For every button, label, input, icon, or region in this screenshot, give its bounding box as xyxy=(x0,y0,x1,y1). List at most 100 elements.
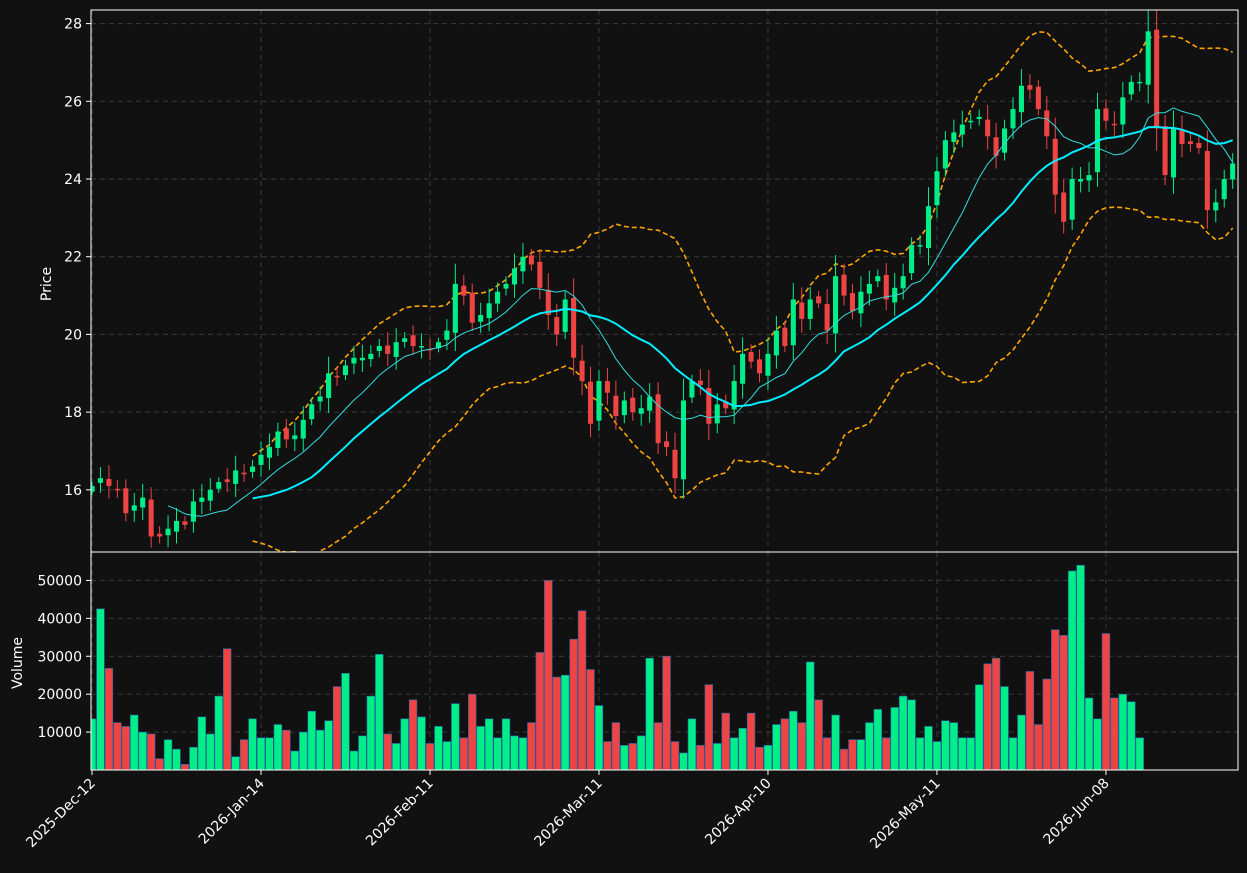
volume-bar xyxy=(1017,714,1026,770)
volume-bar xyxy=(898,695,908,770)
candle-body xyxy=(292,435,298,440)
candle-body xyxy=(773,330,779,356)
volume-bar xyxy=(1127,701,1136,770)
candle-body xyxy=(182,521,188,525)
candle-body xyxy=(782,327,788,347)
volume-bar xyxy=(442,741,452,770)
candle-body xyxy=(680,400,687,480)
candle-body xyxy=(1111,123,1117,126)
volume-bar xyxy=(544,580,553,770)
volume-bar xyxy=(560,674,570,770)
volume-bar xyxy=(1093,718,1102,770)
volume-bar xyxy=(527,722,536,770)
candle-body xyxy=(849,293,855,312)
candle-body xyxy=(317,396,323,402)
candle-body xyxy=(258,454,264,465)
candle-body xyxy=(647,396,653,411)
volume-bar xyxy=(983,663,992,770)
volume-bar xyxy=(814,699,823,770)
volume-bar xyxy=(1110,697,1119,770)
candle-body xyxy=(621,400,627,416)
volume-bar xyxy=(510,735,519,770)
volume-bar xyxy=(239,739,249,770)
volume-bar xyxy=(468,693,477,770)
candle-body xyxy=(266,447,272,458)
candle-body xyxy=(976,116,982,120)
volume-bar xyxy=(569,638,578,770)
candle-body xyxy=(1230,163,1236,180)
volume-bar xyxy=(223,648,232,770)
volume-bar xyxy=(459,737,468,770)
volume-bar xyxy=(704,684,714,770)
candle-body xyxy=(756,359,763,374)
candle-body xyxy=(1018,85,1024,113)
candle-body xyxy=(444,330,450,340)
candle-body xyxy=(376,346,382,351)
volume-bar xyxy=(248,718,257,770)
volume-bar xyxy=(256,737,266,770)
volume-bar xyxy=(425,743,435,770)
candle-body xyxy=(1086,175,1092,181)
candle-body xyxy=(410,335,416,347)
candle-body xyxy=(934,171,940,206)
volume-bar xyxy=(932,741,942,770)
volume-bar xyxy=(324,720,333,770)
volume-bar xyxy=(1076,564,1085,770)
candle-body xyxy=(326,373,332,399)
candle-body xyxy=(148,499,154,537)
candle-body xyxy=(1002,128,1008,153)
candle-body xyxy=(1061,192,1067,222)
price-ytick-label: 18 xyxy=(64,405,82,421)
candle-body xyxy=(402,338,408,342)
candle-body xyxy=(1044,110,1050,137)
volume-bar xyxy=(924,726,933,770)
candle-body xyxy=(604,381,610,393)
volume-bar xyxy=(890,707,899,770)
volume-bar xyxy=(408,699,418,770)
candle-body xyxy=(342,365,349,376)
candle-body xyxy=(562,299,568,332)
volume-bar xyxy=(1118,693,1128,770)
candle-body xyxy=(1035,86,1041,110)
candle-body xyxy=(190,501,196,522)
candle-body xyxy=(1027,85,1033,90)
candle-body xyxy=(461,285,467,296)
candle-body xyxy=(714,404,720,424)
candle-body xyxy=(1162,126,1168,176)
volume-bar xyxy=(307,710,316,770)
volume-bar xyxy=(341,673,350,770)
volume-bar xyxy=(383,733,392,770)
candle-body xyxy=(157,533,163,537)
candle-body xyxy=(503,283,509,289)
volume-bar xyxy=(265,737,274,770)
price-ytick-label: 26 xyxy=(64,94,82,110)
volume-bar xyxy=(349,750,359,770)
candle-body xyxy=(1213,202,1219,211)
price-ytick-label: 22 xyxy=(64,250,82,266)
volume-bar xyxy=(146,733,156,770)
candle-body xyxy=(275,431,281,449)
volume-bar xyxy=(949,722,959,770)
volume-bar xyxy=(1042,678,1051,770)
candle-body xyxy=(1010,109,1016,129)
volume-bar xyxy=(290,750,299,770)
volume-bar xyxy=(780,718,790,770)
candle-body xyxy=(478,314,484,322)
candle-body xyxy=(173,520,180,532)
candle-body xyxy=(587,381,594,424)
volume-bar xyxy=(552,676,561,770)
candle-body xyxy=(571,297,577,358)
candle-body xyxy=(1103,108,1109,121)
volume-bar xyxy=(113,722,122,770)
volume-bar xyxy=(746,712,756,770)
candle-body xyxy=(233,470,239,484)
volume-bar xyxy=(662,655,671,770)
candle-body xyxy=(359,357,365,361)
volume-bar xyxy=(1059,635,1068,770)
candle-body xyxy=(368,353,374,360)
volume-bar xyxy=(138,731,147,770)
candle-body xyxy=(140,497,146,508)
volume-bar xyxy=(493,737,502,770)
candle-body xyxy=(385,345,391,354)
